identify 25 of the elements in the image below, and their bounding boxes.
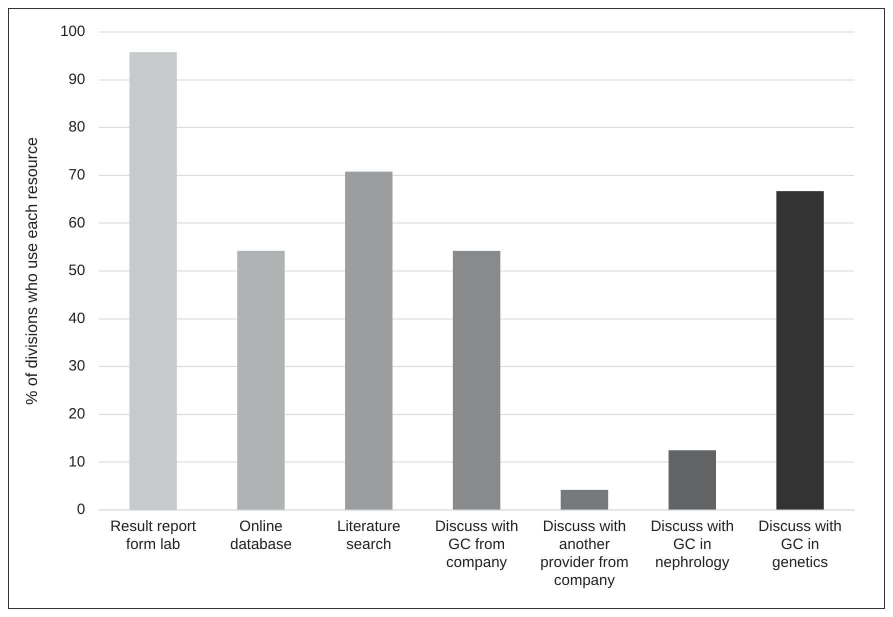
bar (560, 490, 608, 510)
x-tick-label: Result report form lab (110, 518, 197, 554)
x-tick-label: Discuss with GC from company (434, 518, 518, 572)
y-tick-label: 50 (68, 262, 86, 280)
x-tick-label: Discuss with GC in genetics (758, 518, 842, 572)
y-tick-label: 80 (68, 118, 86, 136)
y-tick-label: 90 (68, 70, 86, 88)
y-tick-label: 30 (68, 358, 86, 375)
y-tick-label: 100 (60, 23, 86, 40)
y-axis-title: % of divisions who use each resource (24, 137, 42, 405)
x-tick-label: Online database (230, 518, 292, 554)
x-tick-label: Discuss with GC in nephrology (650, 518, 734, 572)
bar (237, 250, 285, 510)
y-tick-label: 10 (68, 453, 86, 470)
y-tick-label: 20 (68, 406, 86, 423)
y-tick-label: 60 (68, 214, 86, 232)
bar (776, 191, 824, 510)
bar (345, 172, 393, 510)
x-tick-label: Discuss with another provider from company (540, 518, 629, 590)
bar (452, 250, 500, 510)
y-tick-label: 0 (76, 501, 86, 518)
bar (668, 450, 716, 510)
y-tick-label: 40 (68, 310, 86, 327)
y-tick-label: 70 (68, 166, 86, 184)
x-tick-label: Literature search (337, 518, 400, 554)
